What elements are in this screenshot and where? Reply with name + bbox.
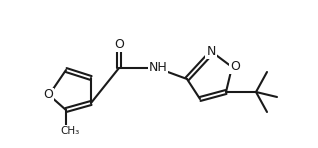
Text: O: O — [114, 37, 124, 50]
Text: O: O — [230, 59, 240, 73]
Text: NH: NH — [149, 61, 167, 74]
Text: CH₃: CH₃ — [60, 126, 80, 136]
Text: O: O — [43, 89, 53, 102]
Text: N: N — [206, 45, 216, 58]
